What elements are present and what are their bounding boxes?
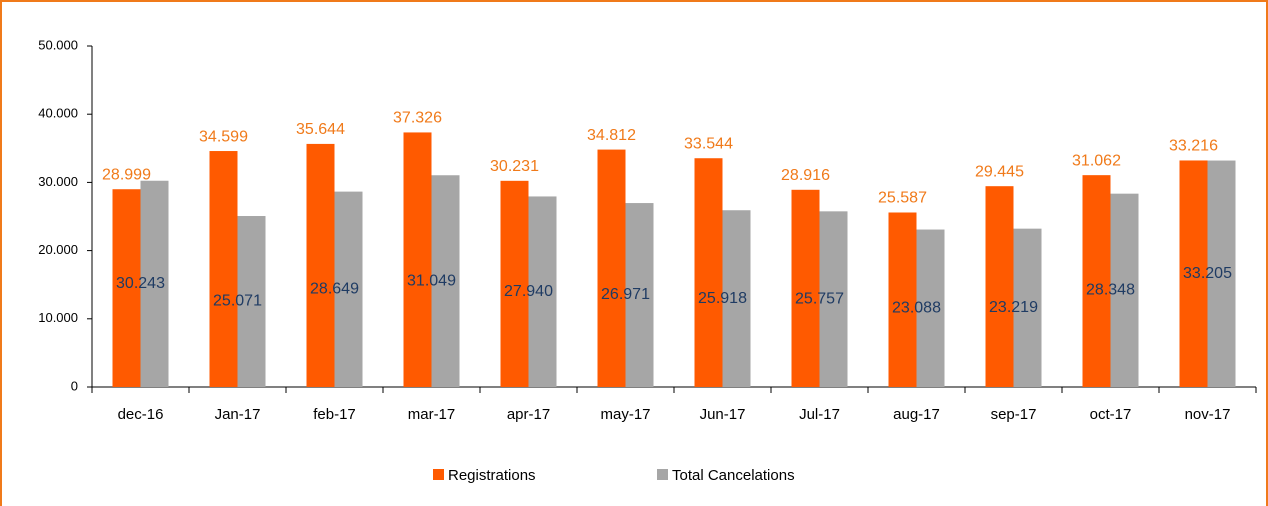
bar <box>888 212 917 387</box>
data-label: 35.644 <box>296 121 345 138</box>
data-label: 25.918 <box>698 290 747 307</box>
data-label: 34.812 <box>587 127 636 144</box>
data-label: 29.445 <box>975 163 1024 180</box>
y-tick-label: 40.000 <box>38 106 78 121</box>
data-label: 33.205 <box>1183 265 1232 282</box>
data-label: 28.999 <box>102 166 151 183</box>
x-tick-label: oct-17 <box>1090 406 1132 423</box>
data-label: 30.231 <box>490 158 539 175</box>
legend-swatch <box>433 469 444 480</box>
x-tick-label: may-17 <box>600 406 650 423</box>
data-label: 33.216 <box>1169 138 1218 155</box>
data-label: 30.243 <box>116 275 165 292</box>
data-label: 23.219 <box>989 299 1038 316</box>
bar <box>985 186 1014 387</box>
legend-label: Total Cancelations <box>672 467 795 484</box>
bar <box>237 216 266 387</box>
bar <box>694 158 723 387</box>
bar <box>209 151 238 387</box>
data-label: 34.599 <box>199 128 248 145</box>
data-label: 31.049 <box>407 272 456 289</box>
x-tick-label: apr-17 <box>507 406 550 423</box>
data-label: 31.062 <box>1072 152 1121 169</box>
data-label: 37.326 <box>393 110 442 127</box>
bar <box>112 189 141 387</box>
data-label: 26.971 <box>601 286 650 303</box>
y-tick-label: 30.000 <box>38 174 78 189</box>
bar <box>500 180 529 387</box>
data-label: 23.088 <box>892 299 941 316</box>
bar <box>431 175 460 387</box>
y-tick-label: 20.000 <box>38 242 78 257</box>
data-label: 28.348 <box>1086 282 1135 299</box>
data-label: 25.071 <box>213 293 262 310</box>
bar <box>306 143 335 387</box>
x-tick-label: mar-17 <box>408 406 456 423</box>
bar <box>722 210 751 387</box>
bar <box>403 132 432 387</box>
bar <box>1207 160 1236 387</box>
bar <box>597 149 626 387</box>
bar <box>1179 160 1208 387</box>
x-tick-label: feb-17 <box>313 406 356 423</box>
x-tick-label: Jan-17 <box>215 406 261 423</box>
y-tick-label: 50.000 <box>38 37 78 52</box>
bar <box>140 180 169 387</box>
data-label: 33.544 <box>684 135 733 152</box>
bar <box>625 203 654 387</box>
x-tick-label: sep-17 <box>991 406 1037 423</box>
bar <box>791 189 820 387</box>
x-tick-label: nov-17 <box>1185 406 1231 423</box>
bar <box>1082 175 1111 387</box>
bar <box>819 211 848 387</box>
data-label: 27.940 <box>504 283 553 300</box>
y-tick-label: 10.000 <box>38 310 78 325</box>
x-tick-label: aug-17 <box>893 406 940 423</box>
bar <box>1110 193 1139 387</box>
data-label: 25.587 <box>878 190 927 207</box>
bar <box>1013 228 1042 387</box>
y-tick-label: 0 <box>71 378 78 393</box>
bar <box>528 196 557 387</box>
legend-swatch <box>657 469 668 480</box>
data-label: 25.757 <box>795 290 844 307</box>
data-label: 28.916 <box>781 167 830 184</box>
data-label: 28.649 <box>310 281 359 298</box>
legend-label: Registrations <box>448 467 536 484</box>
x-tick-label: dec-16 <box>118 406 164 423</box>
bar <box>916 229 945 387</box>
bar <box>334 191 363 387</box>
x-tick-label: Jun-17 <box>700 406 746 423</box>
x-tick-label: Jul-17 <box>799 406 840 423</box>
